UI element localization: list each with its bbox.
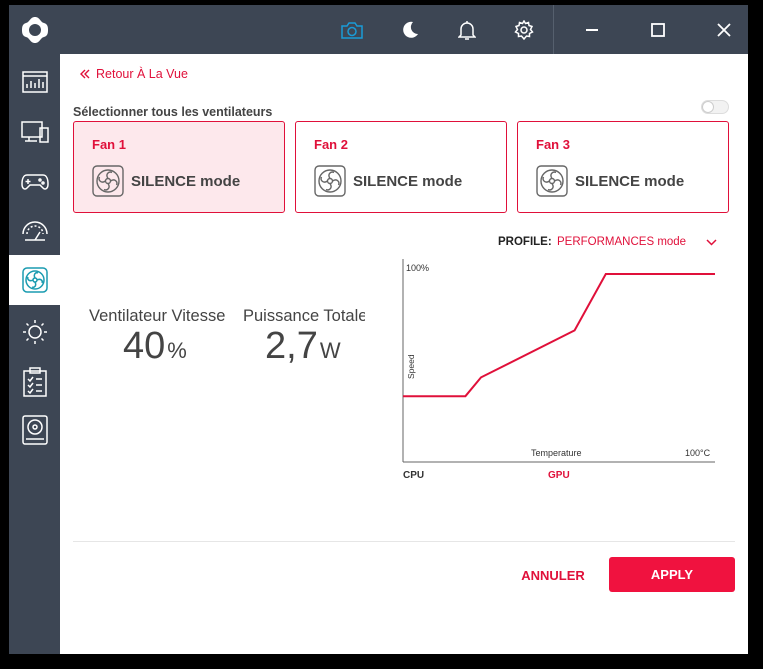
toggle-knob	[702, 101, 714, 113]
profile-label: PROFILE:	[498, 236, 552, 248]
sidebar-item-lighting[interactable]	[9, 307, 60, 357]
sidebar-item-gaming[interactable]	[9, 157, 60, 207]
x-axis-label: Temperature	[531, 448, 582, 458]
theme-toggle-button[interactable]	[388, 5, 432, 54]
footer-divider	[73, 541, 735, 542]
fan-icon	[536, 165, 568, 197]
sidebar-item-storage[interactable]	[9, 405, 60, 455]
apply-button[interactable]: APPLY	[609, 557, 735, 592]
fan-curve-chart[interactable]: 100% Speed Temperature 100°C CPU GPU	[400, 254, 720, 494]
fan-card-2[interactable]: Fan 2 SILENCE mode	[295, 121, 507, 213]
fan-speed-number: 40	[123, 325, 166, 367]
fan-icon	[314, 165, 346, 197]
main-content: Retour À La Vue Sélectionner tous les ve…	[60, 54, 748, 654]
sidebar-item-dashboard[interactable]	[9, 57, 60, 107]
select-all-toggle[interactable]	[701, 100, 729, 114]
sidebar-item-system[interactable]	[9, 107, 60, 157]
total-power-value: 2,7W	[265, 325, 341, 368]
sidebar-item-performance[interactable]	[9, 207, 60, 257]
settings-button[interactable]	[502, 5, 546, 54]
fan-speed-label: Ventilateur Vitesse	[89, 307, 226, 325]
fan-card-mode: SILENCE mode	[575, 173, 685, 190]
fan-speed-value: 40%	[123, 325, 187, 368]
fan-icon	[21, 267, 48, 293]
fan-card-title: Fan 2	[314, 137, 348, 152]
minimize-button[interactable]	[570, 5, 614, 54]
back-link-label: Retour À La Vue	[96, 67, 188, 81]
cancel-button[interactable]: ANNULER	[521, 567, 585, 583]
double-chevron-left-icon	[80, 69, 90, 79]
close-icon	[717, 22, 731, 37]
fan-card-1[interactable]: Fan 1 SILENCE mode	[73, 121, 285, 213]
title-bar	[60, 5, 748, 54]
fan-card-3[interactable]: Fan 3 SILENCE mode	[517, 121, 729, 213]
gamepad-icon	[20, 174, 49, 190]
fan-speed-unit: %	[167, 338, 187, 363]
bell-icon	[458, 20, 476, 40]
x-max-label: 100°C	[685, 448, 711, 458]
dashboard-icon	[21, 71, 48, 93]
y-axis-label: Speed	[406, 354, 416, 379]
fan-icon	[92, 165, 124, 197]
total-power-number: 2,7	[265, 325, 318, 367]
checklist-icon	[22, 367, 47, 397]
gauge-icon	[21, 221, 48, 241]
minimize-icon	[586, 28, 598, 31]
source-gpu-tab[interactable]: GPU	[548, 470, 570, 481]
maximize-button[interactable]	[636, 5, 680, 54]
total-power-unit: W	[319, 338, 341, 363]
profile-dropdown[interactable]: PERFORMANCES mode	[557, 236, 717, 248]
fan-curve-line[interactable]	[403, 273, 715, 398]
screenshot-button[interactable]	[330, 5, 374, 54]
sun-icon	[22, 320, 47, 344]
disk-icon	[21, 415, 48, 445]
sidebar	[9, 5, 60, 654]
close-button[interactable]	[702, 5, 746, 54]
notifications-button[interactable]	[445, 5, 489, 54]
camera-icon	[341, 21, 363, 39]
moon-icon	[403, 21, 418, 38]
select-all-label: Sélectionner tous les ventilateurs	[73, 105, 273, 119]
app-window: Retour À La Vue Sélectionner tous les ve…	[9, 5, 748, 654]
y-max-label: 100%	[406, 263, 429, 273]
total-power-label: Puissance Totale	[243, 307, 365, 325]
source-cpu-tab[interactable]: CPU	[403, 470, 424, 481]
chevron-down-icon	[706, 238, 717, 246]
gear-icon	[514, 19, 534, 40]
maximize-icon	[651, 22, 665, 37]
sidebar-item-tasks[interactable]	[9, 357, 60, 407]
title-bar-separator	[553, 5, 554, 54]
fan-card-title: Fan 3	[536, 137, 570, 152]
fan-card-title: Fan 1	[92, 137, 126, 152]
fan-card-mode: SILENCE mode	[353, 173, 463, 190]
sidebar-item-fans[interactable]	[9, 255, 60, 305]
back-link[interactable]: Retour À La Vue	[80, 67, 188, 81]
app-logo-icon	[9, 5, 60, 54]
fan-card-mode: SILENCE mode	[131, 173, 241, 190]
profile-value: PERFORMANCES mode	[557, 236, 687, 248]
monitor-icon	[20, 121, 49, 143]
